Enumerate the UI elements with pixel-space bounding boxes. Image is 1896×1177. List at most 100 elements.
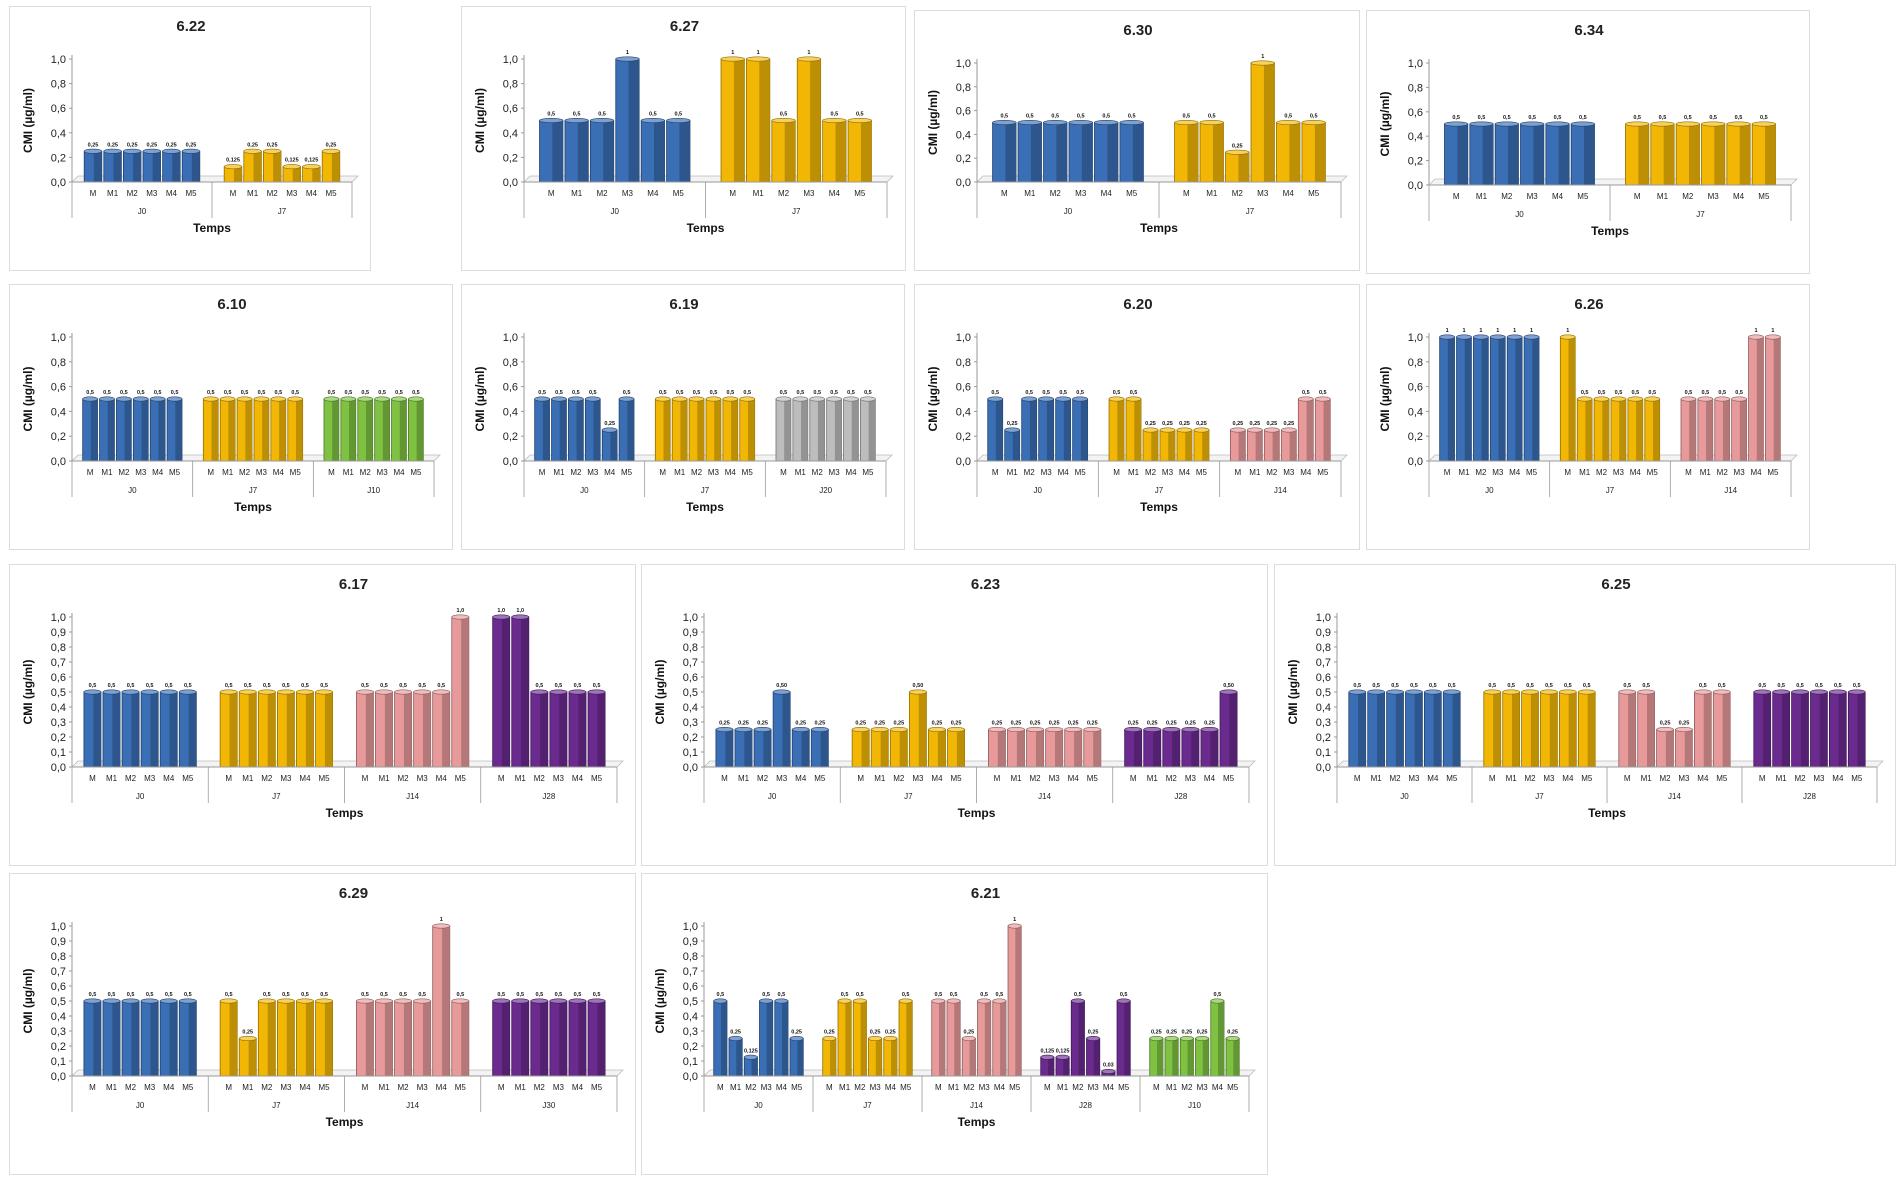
x-axis-label: Temps xyxy=(326,806,364,820)
x-axis-label: Temps xyxy=(1140,221,1178,235)
chart-svg: 6.19 0,0 0,2 0,4 0,6 0,8 1,0 CMI (µg/ml) 0,5 M 0,5… xyxy=(473,296,893,514)
category-label: M4 xyxy=(845,468,857,477)
category-label: M1 xyxy=(1166,1083,1178,1092)
category-label: M xyxy=(1685,468,1692,477)
data-label: 0,5 xyxy=(856,992,864,998)
category-label: M xyxy=(362,1083,369,1092)
y-tick-label: 0,0 xyxy=(503,177,518,189)
data-label: 0,25 xyxy=(1179,421,1190,427)
y-tick-label: 0,4 xyxy=(51,702,66,714)
y-tick-label: 0,6 xyxy=(1316,672,1331,684)
data-label: 0,5 xyxy=(89,683,97,689)
data-label: 0,5 xyxy=(659,390,667,396)
y-tick-label: 0,0 xyxy=(51,177,66,189)
data-label: 0,5 xyxy=(207,390,215,396)
data-label: 0,50 xyxy=(913,683,924,689)
data-label: 0,5 xyxy=(380,683,388,689)
group-label: J14 xyxy=(1724,486,1737,495)
bar xyxy=(1473,334,1489,462)
bar xyxy=(132,396,149,462)
category-label: M2 xyxy=(1145,468,1157,477)
y-tick-label: 0,2 xyxy=(51,431,66,443)
chart-svg: 6.20 0,0 0,2 0,4 0,6 0,8 1,0 CMI (µg/ml) 0,5 M 0,2… xyxy=(926,296,1348,514)
bar xyxy=(140,689,159,768)
y-tick-label: 0,2 xyxy=(956,431,971,443)
data-label: 0,5 xyxy=(574,992,582,998)
category-label: M5 xyxy=(1767,468,1779,477)
y-tick-label: 0,2 xyxy=(1408,431,1423,443)
group-label: J0 xyxy=(138,207,147,216)
bar xyxy=(618,396,635,462)
group-label: J7 xyxy=(792,207,801,216)
bar xyxy=(1101,1069,1116,1077)
data-label: 0,5 xyxy=(1102,114,1110,120)
category-label: M xyxy=(994,774,1001,783)
bar xyxy=(103,148,122,183)
data-label: 0,5 xyxy=(555,992,563,998)
data-label: 0,25 xyxy=(814,721,825,727)
y-tick-label: 0,6 xyxy=(503,382,518,394)
category-label: M4 xyxy=(1509,468,1521,477)
bar xyxy=(1405,689,1423,768)
bar xyxy=(83,148,103,183)
category-label: M1 xyxy=(1579,468,1591,477)
data-label: 0,25 xyxy=(951,721,962,727)
category-label: M2 xyxy=(1181,1083,1193,1092)
category-label: M1 xyxy=(738,774,750,783)
bar xyxy=(315,998,333,1077)
y-tick-label: 0,8 xyxy=(1316,642,1331,654)
chart-title: 6.29 xyxy=(339,885,368,902)
group-label: J7 xyxy=(1246,207,1255,216)
chart-panel-6-25: 6.25 0,0 0,1 0,2 0,3 0,4 0,5 0,6 0,7 0,8 0,9 1,0 CMI… xyxy=(1274,564,1896,866)
bar xyxy=(1083,727,1102,768)
data-label: 1 xyxy=(731,50,734,56)
data-label: 0,5 xyxy=(1642,683,1650,689)
bar xyxy=(413,689,432,768)
bar xyxy=(202,396,219,462)
y-tick-label: 0,8 xyxy=(51,642,66,654)
bar xyxy=(1610,396,1627,462)
data-label: 0,25 xyxy=(1197,1030,1208,1036)
category-label: M2 xyxy=(1794,774,1806,783)
bar xyxy=(1179,1036,1194,1077)
category-label: M1 xyxy=(1128,468,1140,477)
y-tick-label: 0,8 xyxy=(956,357,971,369)
bar xyxy=(530,998,549,1077)
data-label: 0,5 xyxy=(244,683,252,689)
y-tick-label: 1,0 xyxy=(683,612,698,624)
y-tick-label: 0,3 xyxy=(1316,717,1331,729)
bar xyxy=(946,998,961,1077)
bar xyxy=(961,1036,976,1077)
bar xyxy=(408,396,424,462)
category-label: M3 xyxy=(1543,774,1555,783)
bar xyxy=(1748,334,1764,462)
bar xyxy=(1094,120,1119,183)
chart-panel-6-17: 6.17 0,0 0,1 0,2 0,3 0,4 0,5 0,6 0,7 0,8 0,9 1,0 CMI… xyxy=(9,564,636,866)
y-tick-label: 1,0 xyxy=(503,54,518,66)
bar xyxy=(534,396,550,462)
bar xyxy=(1545,121,1570,186)
group-label: J14 xyxy=(1038,792,1051,801)
category-label: M3 xyxy=(417,1083,429,1092)
category-label: M3 xyxy=(135,468,147,477)
category-label: M2 xyxy=(1166,774,1178,783)
category-label: M3 xyxy=(1613,468,1625,477)
bar xyxy=(149,396,166,462)
bar xyxy=(1656,727,1674,768)
data-label: 0,5 xyxy=(555,683,563,689)
bar xyxy=(1210,998,1225,1077)
data-label: 0,5 xyxy=(1113,390,1121,396)
data-label: 0,5 xyxy=(555,390,563,396)
data-label: 0,5 xyxy=(165,683,173,689)
data-label: 0,50 xyxy=(1223,683,1234,689)
y-tick-label: 1,0 xyxy=(683,921,698,933)
category-label: M1 xyxy=(1024,189,1036,198)
bar xyxy=(1045,727,1064,768)
y-tick-label: 0,4 xyxy=(1408,406,1423,418)
data-label: 0,5 xyxy=(282,992,290,998)
category-label: M xyxy=(498,774,505,783)
y-tick-label: 0,3 xyxy=(51,1026,66,1038)
data-label: 0,125 xyxy=(1040,1048,1054,1054)
data-label: 1 xyxy=(1496,328,1499,334)
x-axis-label: Temps xyxy=(193,221,231,235)
